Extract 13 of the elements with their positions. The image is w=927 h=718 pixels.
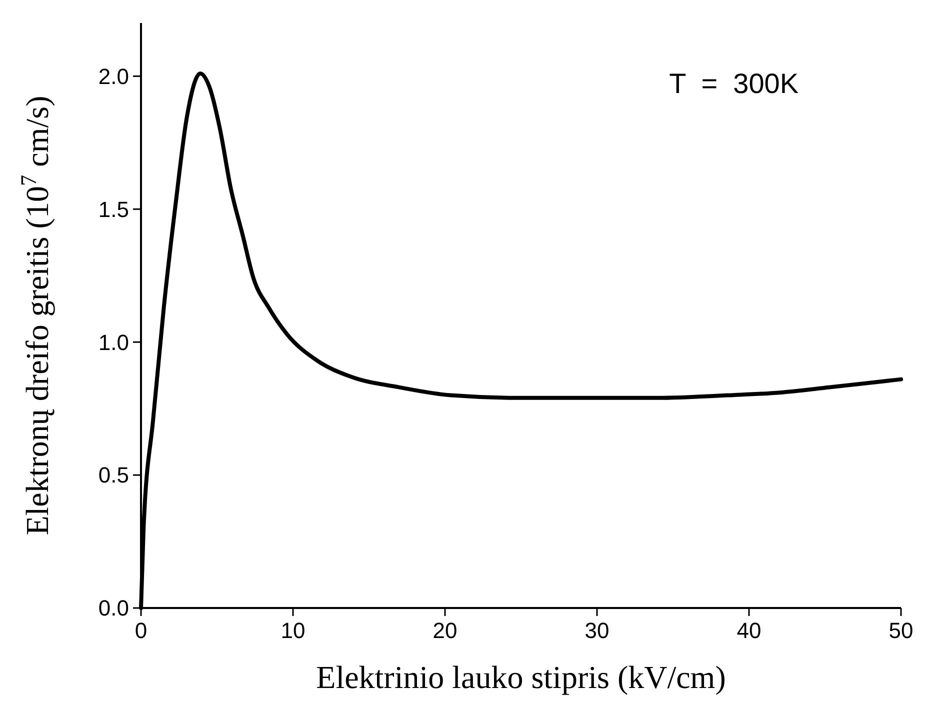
y-tick-label: 0.5 (98, 462, 129, 488)
y-tick-label: 1.5 (98, 196, 129, 222)
x-tick-label: 40 (736, 618, 762, 643)
x-tick-label: 20 (432, 618, 458, 643)
x-tick-label: 50 (888, 618, 914, 643)
x-tick-label: 10 (280, 618, 306, 643)
annotation: T = 300K (669, 68, 799, 99)
x-tick-label: 30 (584, 618, 610, 643)
x-axis-title: Elektrinio lauko stipris (kV/cm) (316, 659, 726, 695)
y-tick-label: 1.0 (98, 330, 129, 355)
y-tick-label: 2.0 (98, 64, 129, 89)
y-tick-label: 0.0 (98, 596, 129, 621)
x-tick-label: 0 (134, 618, 148, 643)
